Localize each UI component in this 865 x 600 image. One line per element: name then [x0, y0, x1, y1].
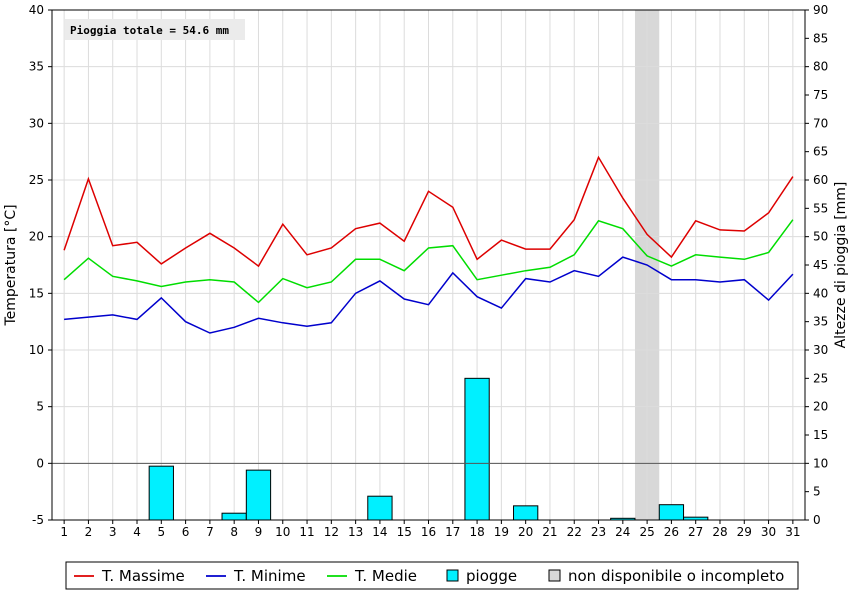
- y-right-tick-label-65: 65: [813, 145, 828, 159]
- x-tick-label-5: 5: [157, 525, 165, 539]
- y-left-axis-ticks: -5 0 5 10 15 20 25 30 35 40: [29, 3, 52, 527]
- y-right-tick-label-10: 10: [813, 456, 828, 470]
- y-right-tick-label-15: 15: [813, 428, 828, 442]
- rain-bar-day-14: [367, 495, 393, 521]
- total-rain-text: Pioggia totale = 54.6 mm: [70, 24, 229, 37]
- y-left-tick-label-15: 15: [29, 286, 44, 300]
- y-right-tick-label-75: 75: [813, 88, 828, 102]
- x-tick-label-19: 19: [494, 525, 509, 539]
- y-right-axis-ticks: 0 5 10 15 20 25 30 35 40 45 50 55 60 65 70 75 80 85 90: [805, 3, 828, 527]
- x-tick-label-31: 31: [785, 525, 800, 539]
- x-tick-label-9: 9: [255, 525, 263, 539]
- x-tick-label-7: 7: [206, 525, 214, 539]
- x-tick-label-3: 3: [109, 525, 117, 539]
- y-right-tick-label-70: 70: [813, 116, 828, 130]
- x-tick-label-4: 4: [133, 525, 141, 539]
- y-right-tick-label-40: 40: [813, 286, 828, 300]
- y-right-tick-label-35: 35: [813, 315, 828, 329]
- y-left-tick-label-5: 5: [36, 400, 44, 414]
- series-line-t-massime: [63, 155, 794, 268]
- x-tick-label-11: 11: [299, 525, 314, 539]
- x-tick-label-17: 17: [445, 525, 460, 539]
- legend-items: T. Massime T. Minime T. Medie piogge non dis…: [74, 567, 784, 585]
- y-left-tick-label-25: 25: [29, 173, 44, 187]
- rain-bar-day-20: [513, 505, 539, 521]
- grid: [52, 9, 805, 521]
- y-right-tick-label-0: 0: [813, 513, 821, 527]
- y-left-tick-label-35: 35: [29, 60, 44, 74]
- x-tick-label-1: 1: [60, 525, 68, 539]
- legend-label-non-disponibile-o-incompleto: non disponibile o incompleto: [568, 567, 784, 585]
- x-tick-label-23: 23: [591, 525, 606, 539]
- x-tick-label-29: 29: [737, 525, 752, 539]
- legend-label-t-minime: T. Minime: [233, 567, 306, 585]
- x-tick-label-8: 8: [230, 525, 238, 539]
- rain-bar-day-26: [658, 504, 685, 521]
- x-tick-label-15: 15: [397, 525, 412, 539]
- x-tick-label-28: 28: [712, 525, 727, 539]
- rain-bar-day-5: [148, 465, 174, 521]
- series-line-t-medie: [63, 219, 794, 304]
- legend-swatch-non-disponibile-o-incompleto: [548, 569, 561, 582]
- x-tick-label-16: 16: [421, 525, 436, 539]
- y-right-tick-label-90: 90: [813, 3, 828, 17]
- y-left-tick-label-10: 10: [29, 343, 44, 357]
- y-right-tick-label-50: 50: [813, 230, 828, 244]
- y-right-tick-label-5: 5: [813, 485, 821, 499]
- rain-bar-day-9: [245, 469, 272, 521]
- y-right-axis-title: Altezze di pioggia [mm]: [833, 182, 849, 349]
- x-tick-label-6: 6: [182, 525, 190, 539]
- y-left-tick-label-0: 0: [36, 456, 44, 470]
- y-right-tick-label-45: 45: [813, 258, 828, 272]
- x-tick-label-25: 25: [639, 525, 654, 539]
- y-left-tick-label-30: 30: [29, 116, 44, 130]
- legend-label-t-massime: T. Massime: [101, 567, 185, 585]
- y-right-tick-label-20: 20: [813, 400, 828, 414]
- series-line-t-minime: [64, 256, 794, 334]
- x-tick-label-13: 13: [348, 525, 363, 539]
- legend-label-piogge: piogge: [466, 567, 517, 585]
- x-tick-label-27: 27: [688, 525, 703, 539]
- y-left-tick-label-40: 40: [29, 3, 44, 17]
- rain-bar-day-18: [464, 377, 490, 521]
- x-tick-label-26: 26: [664, 525, 679, 539]
- legend-label-t-medie: T. Medie: [354, 567, 417, 585]
- y-right-tick-label-55: 55: [813, 201, 828, 215]
- total-rain-note: Pioggia totale = 54.6 mm: [65, 19, 245, 40]
- x-tick-label-12: 12: [324, 525, 339, 539]
- x-tick-label-21: 21: [542, 525, 557, 539]
- x-tick-label-30: 30: [761, 525, 776, 539]
- rain-bars: [148, 377, 709, 521]
- y-right-tick-label-60: 60: [813, 173, 828, 187]
- x-tick-label-2: 2: [85, 525, 93, 539]
- legend-swatch-piogge: [446, 569, 459, 582]
- y-right-tick-label-85: 85: [813, 31, 828, 45]
- rain-bar-day-8: [221, 512, 247, 521]
- y-right-tick-label-25: 25: [813, 371, 828, 385]
- x-tick-label-18: 18: [469, 525, 484, 539]
- x-tick-label-10: 10: [275, 525, 290, 539]
- x-tick-label-22: 22: [567, 525, 582, 539]
- x-tick-label-14: 14: [372, 525, 387, 539]
- temperature-lines: [63, 155, 794, 334]
- legend: T. Massime T. Minime T. Medie piogge non dis…: [65, 561, 799, 590]
- y-right-tick-label-30: 30: [813, 343, 828, 357]
- x-axis-ticks: 1 2 3 4 5 6 7 8 9 10 11 12 13 14 15 16 17 18 19 20 21 22 23 24 2…: [60, 520, 800, 539]
- y-left-tick-label-20: 20: [29, 230, 44, 244]
- x-tick-label-20: 20: [518, 525, 533, 539]
- x-tick-label-24: 24: [615, 525, 630, 539]
- y-left-axis-title: Temperatura [°C]: [3, 204, 19, 326]
- y-right-tick-label-80: 80: [813, 60, 828, 74]
- y-left-tick-label--5: -5: [32, 513, 44, 527]
